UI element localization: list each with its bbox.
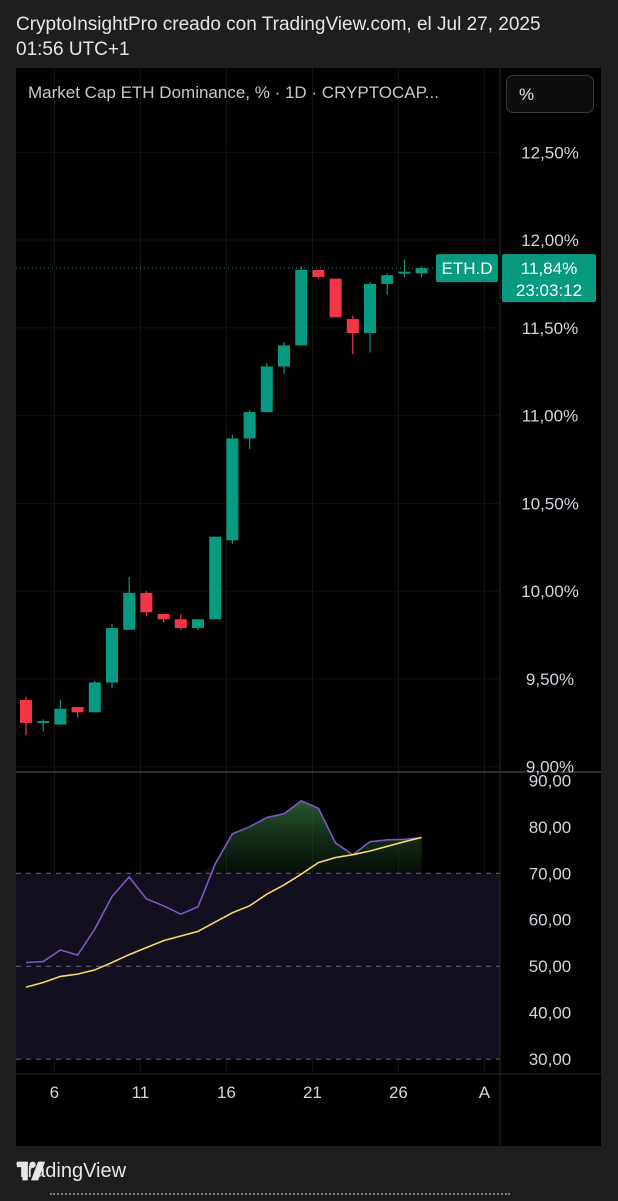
candle-body <box>295 269 308 346</box>
candle-body <box>192 619 204 629</box>
price-axis[interactable]: 12,50% 12,00% 11,50% 11,00% 10,50% 10,00% 9,50… <box>521 143 579 776</box>
candle-body <box>226 438 239 541</box>
time-tick-label: 11 <box>132 1083 150 1102</box>
rsi-tick-label: 30,00 <box>529 1050 572 1069</box>
candle-body <box>106 628 118 683</box>
rsi-tick-label: 50,00 <box>529 957 572 976</box>
rsi-ma-line <box>25 836 422 988</box>
attribution-text: CryptoInsightPro creado con TradingView.… <box>16 14 541 60</box>
price-tick-label: 9,00% <box>526 758 574 777</box>
tradingview-logo-icon <box>16 1161 46 1181</box>
time-tick-label: 21 <box>303 1083 322 1102</box>
candle-body <box>278 345 290 367</box>
rsi-axis[interactable]: 90,00 80,00 70,00 60,00 50,00 40,00 30,00 <box>529 771 572 1069</box>
candle-body <box>20 700 32 723</box>
rsi-tick-label: 90,00 <box>529 771 572 790</box>
last-price-value: 11,84% <box>521 259 577 278</box>
candle-body <box>415 268 428 274</box>
candle-body <box>260 366 273 413</box>
rsi-line <box>25 799 422 964</box>
unit-button[interactable]: % <box>506 75 594 113</box>
candles <box>20 259 428 736</box>
rsi-tick-label: 70,00 <box>529 864 572 883</box>
grid-lines <box>16 68 500 1074</box>
time-tick-label: 6 <box>50 1083 59 1102</box>
price-tick-label: 11,50% <box>522 319 578 338</box>
candle-body <box>123 592 136 630</box>
countdown-value: 23:03:12 <box>516 281 582 300</box>
candle-body <box>398 271 411 274</box>
candle-body <box>54 708 67 725</box>
time-tick-label: 16 <box>217 1083 236 1102</box>
chart-svg[interactable]: 12,50% 12,00% 11,50% 11,00% 10,50% 10,00% 9,50… <box>16 68 601 1146</box>
price-tick-label: 12,00% <box>521 231 579 250</box>
price-tick-label: 12,50% <box>521 143 579 162</box>
rsi-band <box>16 872 500 1060</box>
candle-body <box>243 412 256 439</box>
candle-body <box>346 319 359 334</box>
rsi-tick-label: 40,00 <box>529 1004 572 1023</box>
candle-body <box>329 278 342 318</box>
symbol-tag-label: ETH.D <box>442 259 493 278</box>
price-tick-label: 11,00% <box>522 407 578 426</box>
footer-divider <box>50 1193 510 1201</box>
rsi-lines <box>25 799 422 988</box>
rsi-tick-label: 60,00 <box>529 911 572 930</box>
candle-body <box>157 613 170 620</box>
price-tick-label: 10,00% <box>521 582 579 601</box>
candle-body <box>37 721 50 724</box>
rsi-overbought-fill <box>26 800 422 874</box>
candle-body <box>364 283 376 334</box>
candle-body <box>381 275 394 284</box>
candle-body <box>312 269 325 277</box>
rsi-tick-label: 80,00 <box>529 818 572 837</box>
time-tick-label: A <box>479 1083 491 1102</box>
chart-title: Market Cap ETH Dominance, % · 1D · CRYPT… <box>28 83 439 102</box>
candle-body <box>209 536 222 620</box>
last-price-markers: ETH.D 11,84% 23:03:12 <box>16 254 596 303</box>
candle-body <box>71 707 84 713</box>
chart-panel[interactable]: 12,50% 12,00% 11,50% 11,00% 10,50% 10,00% 9,50… <box>16 68 601 1146</box>
candle-body <box>174 619 187 629</box>
symbol-tag <box>436 254 498 283</box>
tradingview-footer: TradingView <box>16 1160 126 1183</box>
price-tick-label: 10,50% <box>521 494 579 513</box>
candle-body <box>88 682 101 713</box>
time-axis[interactable]: 6 11 16 21 26 A <box>50 1083 491 1102</box>
last-price-tag <box>502 254 596 303</box>
price-tick-label: 9,50% <box>526 670 574 689</box>
time-tick-label: 26 <box>389 1083 408 1102</box>
candle-body <box>140 592 153 613</box>
